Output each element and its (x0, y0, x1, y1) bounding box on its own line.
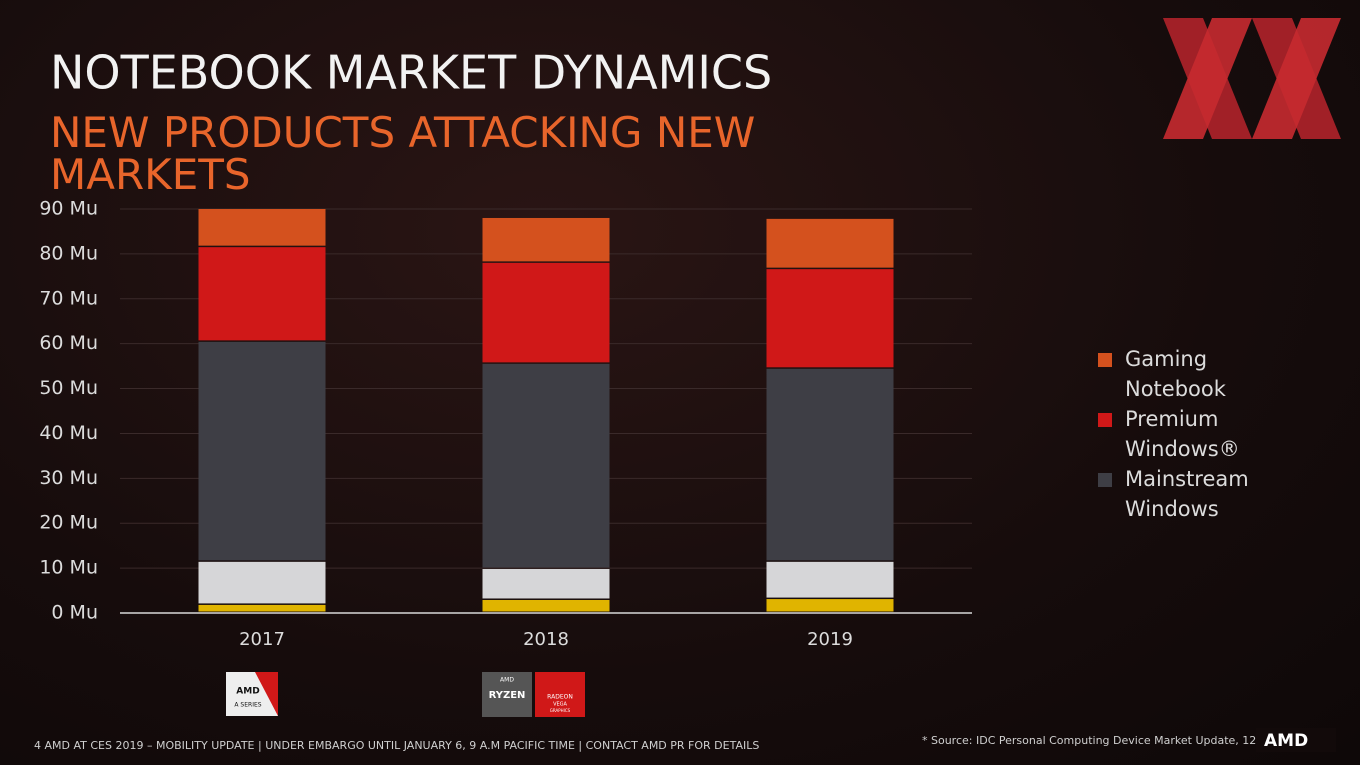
subtitle: NEW PRODUCTS ATTACKING NEW MARKETS (50, 112, 756, 199)
badge-text: RYZEN (489, 690, 526, 701)
badge-text: VEGA (553, 702, 567, 708)
y-tick-label: 70 Mu (39, 287, 98, 309)
bar-segment (766, 269, 894, 368)
legend-swatch (1098, 413, 1112, 427)
bar-segment (198, 247, 326, 341)
bar-segment (766, 561, 894, 598)
badge-text: AMD (500, 677, 514, 684)
bar-segment (482, 569, 610, 599)
footer: 4 AMD AT CES 2019 – MOBILITY UPDATE | UN… (34, 739, 759, 752)
bar-segment (766, 599, 894, 612)
badge-text: A SERIES (234, 702, 261, 709)
legend-label: Gaming Notebook (1125, 347, 1226, 401)
bar-segment (198, 561, 326, 604)
bar-segment (766, 218, 894, 268)
bar-segment (482, 363, 610, 568)
y-tick-label: 60 Mu (39, 332, 98, 354)
title: NOTEBOOK MARKET DYNAMICS (50, 46, 772, 100)
logo-bg (1256, 728, 1336, 752)
legend-item: Gaming Notebook (1098, 344, 1268, 404)
badge-text: AMD (236, 687, 259, 697)
legend-swatch (1098, 353, 1112, 367)
y-tick-label: 0 Mu (51, 602, 98, 624)
y-tick-label: 90 Mu (39, 198, 98, 220)
brand-mark (1163, 18, 1341, 139)
y-tick-label: 50 Mu (39, 377, 98, 399)
bar-segment (198, 341, 326, 561)
source-note: * Source: IDC Personal Computing Device … (922, 734, 1288, 747)
badge-a-series: AMD A SERIES (226, 672, 278, 716)
logo: AMD (1264, 731, 1308, 751)
legend-item: Premium Windows® (1098, 404, 1268, 464)
y-tick-label: 30 Mu (39, 467, 98, 489)
bar-segment (198, 209, 326, 246)
x-tick-label: 2017 (239, 629, 285, 650)
x-tick-label: 2018 (523, 629, 569, 650)
legend: Gaming Notebook Premium Windows® Mainstrea… (1098, 344, 1268, 524)
legend-label: Mainstream Windows (1125, 467, 1249, 521)
bar-segment (482, 599, 610, 612)
bar-segment (198, 604, 326, 612)
y-tick-label: 80 Mu (39, 242, 98, 264)
legend-item: Mainstream Windows (1098, 464, 1268, 524)
bar-segment (766, 368, 894, 561)
subtitle-box: NEW PRODUCTS ATTACKING NEW MARKETS (50, 112, 756, 199)
x-tick-label: 2019 (807, 629, 853, 650)
badge-text: GRAPHICS (550, 708, 571, 713)
legend-swatch (1098, 473, 1112, 487)
y-tick-label: 10 Mu (39, 557, 98, 579)
legend-label: Premium Windows® (1125, 407, 1240, 461)
badge-text: RADEON (547, 694, 573, 701)
y-tick-label: 20 Mu (39, 512, 98, 534)
bar-segment (482, 217, 610, 262)
bar-segment (482, 262, 610, 363)
y-tick-label: 40 Mu (39, 422, 98, 444)
badge-ryzen: AMD RYZEN RADEON VEGA GRAPHICS (482, 672, 585, 717)
